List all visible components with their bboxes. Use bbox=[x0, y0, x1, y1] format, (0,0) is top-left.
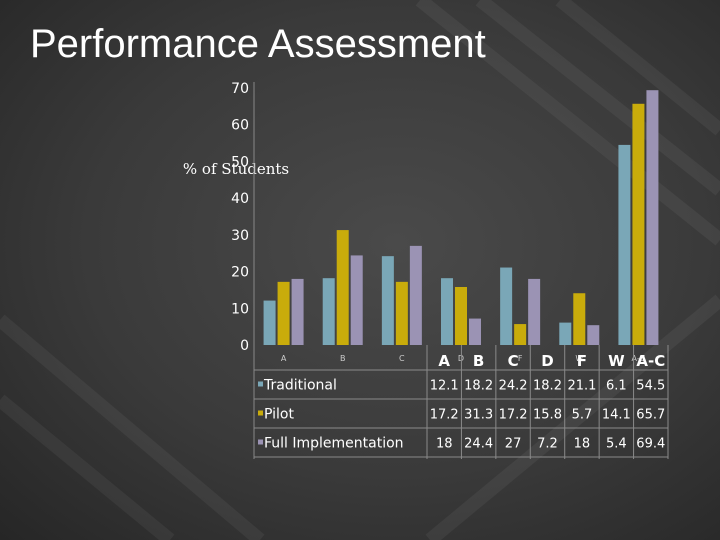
bar-traditional-D bbox=[441, 278, 453, 345]
legend-key-pilot bbox=[258, 410, 263, 416]
table-header-D: D bbox=[541, 352, 553, 370]
legend-key-full-implementation bbox=[258, 439, 263, 445]
bar-traditional-F bbox=[500, 267, 513, 345]
table-value-pilot-D: 15.8 bbox=[533, 408, 562, 423]
legend-key-traditional bbox=[258, 381, 263, 387]
bar-full-implementation-A bbox=[291, 278, 304, 345]
table-value-full-implementation-F: 18 bbox=[574, 437, 591, 452]
bar-pilot-A-C bbox=[632, 103, 645, 345]
table-header-A: A bbox=[438, 352, 450, 370]
table-value-full-implementation-A: 18 bbox=[436, 437, 453, 452]
bar-full-implementation-C bbox=[409, 245, 422, 345]
bar-traditional-B bbox=[322, 278, 335, 345]
x-tick-label-A: A bbox=[281, 354, 287, 363]
bar-full-implementation-B bbox=[350, 255, 363, 345]
table-value-traditional-A: 12.1 bbox=[430, 379, 459, 394]
table-value-full-implementation-W: 5.4 bbox=[606, 437, 627, 452]
slide-title: Performance Assessment bbox=[30, 22, 486, 66]
x-tick-label-C: C bbox=[399, 354, 405, 363]
bar-full-implementation-A-C bbox=[646, 90, 659, 346]
table-value-pilot-W: 14.1 bbox=[602, 408, 631, 423]
bar-pilot-D bbox=[455, 286, 467, 345]
bar-pilot-C bbox=[395, 281, 408, 345]
table-header-B: B bbox=[473, 352, 484, 370]
y-tick-label-40: 40 bbox=[231, 191, 249, 207]
table-value-pilot-B: 31.3 bbox=[464, 408, 493, 423]
x-tick-label-B: B bbox=[340, 354, 346, 363]
table-value-full-implementation-B: 24.4 bbox=[464, 437, 493, 452]
legend-label-pilot: Pilot bbox=[264, 407, 294, 423]
y-tick-label-0: 0 bbox=[240, 338, 249, 354]
table-value-traditional-C: 24.2 bbox=[499, 379, 528, 394]
y-axis-label: % of Students bbox=[183, 160, 289, 178]
legend-label-traditional: Traditional bbox=[263, 378, 337, 394]
table-value-traditional-A-C: 54.5 bbox=[636, 379, 665, 394]
x-tick-label-A-C: A-C bbox=[632, 354, 646, 363]
bar-traditional-A-C bbox=[618, 144, 631, 345]
table-value-traditional-D: 18.2 bbox=[533, 379, 562, 394]
bar-pilot-F bbox=[514, 324, 527, 345]
y-tick-label-10: 10 bbox=[231, 301, 249, 317]
table-value-pilot-A: 17.2 bbox=[430, 408, 459, 423]
table-value-full-implementation-A-C: 69.4 bbox=[636, 437, 665, 452]
table-header-C: C bbox=[508, 352, 519, 370]
table-value-pilot-F: 5.7 bbox=[572, 408, 593, 423]
table-value-full-implementation-C: 27 bbox=[505, 437, 522, 452]
table-value-full-implementation-D: 7.2 bbox=[537, 437, 558, 452]
table-header-W: W bbox=[608, 352, 625, 370]
y-tick-label-50: 50 bbox=[231, 154, 249, 170]
y-tick-label-70: 70 bbox=[231, 81, 249, 97]
table-header-F: F bbox=[577, 352, 587, 370]
bar-pilot-W bbox=[573, 293, 586, 345]
bar-pilot-A bbox=[277, 281, 290, 345]
bar-full-implementation-F bbox=[528, 278, 541, 345]
table-value-traditional-B: 18.2 bbox=[464, 379, 493, 394]
bar-traditional-W bbox=[559, 322, 572, 345]
table-header-A-C: A-C bbox=[636, 352, 665, 370]
table-value-traditional-W: 6.1 bbox=[606, 379, 627, 394]
table-value-pilot-A-C: 65.7 bbox=[636, 408, 665, 423]
y-tick-label-30: 30 bbox=[231, 228, 249, 244]
bar-full-implementation-W bbox=[587, 325, 600, 345]
bar-traditional-C bbox=[381, 256, 394, 345]
table-value-pilot-C: 17.2 bbox=[499, 408, 528, 423]
bar-pilot-B bbox=[336, 230, 349, 345]
table-value-traditional-F: 21.1 bbox=[567, 379, 596, 394]
bar-traditional-A bbox=[263, 300, 276, 345]
x-tick-label-W: W bbox=[575, 354, 583, 363]
bar-full-implementation-D bbox=[469, 318, 481, 345]
y-tick-label-20: 20 bbox=[231, 265, 249, 281]
legend-label-full-implementation: Full Implementation bbox=[264, 436, 404, 452]
x-tick-label-F: F bbox=[518, 354, 523, 363]
y-tick-label-60: 60 bbox=[231, 118, 249, 134]
